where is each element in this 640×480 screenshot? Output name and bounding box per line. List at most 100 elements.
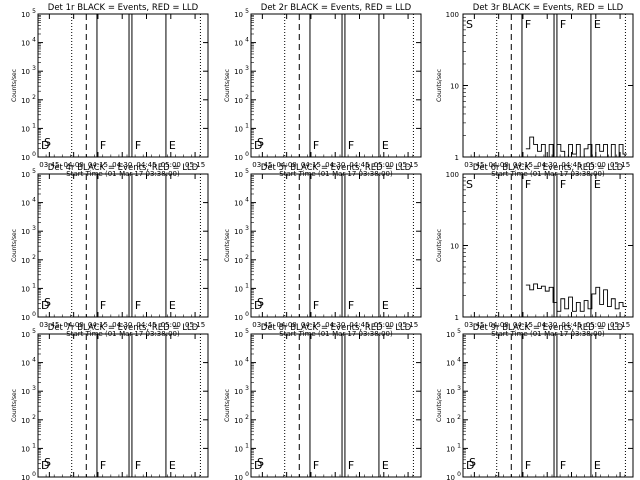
x-tick-label: 03:45 <box>464 321 484 329</box>
x-tick-label: 05:15 <box>398 161 418 169</box>
x-tick-label: 04:45 <box>136 321 156 329</box>
x-tick-label: 04:00 <box>64 161 84 169</box>
y-tick-label: 10 <box>234 200 243 208</box>
panel-title: Det 8r BLACK = Events, RED = LLD <box>261 323 412 333</box>
x-tick-label: 04:00 <box>64 321 84 329</box>
y-tick-exponent: 5 <box>32 168 36 175</box>
y-tick-exponent: 2 <box>457 414 461 421</box>
x-tick-label: 03:45 <box>39 161 59 169</box>
region-letter: F <box>525 178 531 191</box>
y-tick-label: 10 <box>21 331 30 339</box>
y-tick-exponent: 1 <box>32 442 36 449</box>
x-tick-label: 04:45 <box>561 161 581 169</box>
y-tick-exponent: 2 <box>245 254 249 261</box>
region-letter: F <box>100 459 106 472</box>
region-letter: S <box>466 178 473 191</box>
y-tick-exponent: 2 <box>245 94 249 101</box>
region-letter: D <box>254 139 262 152</box>
plot-frame <box>250 13 422 158</box>
y-tick-label: 10 <box>234 314 243 322</box>
y-tick-exponent: 0 <box>245 471 249 478</box>
panel-title: Det 9r BLACK = Events, RED = LLD <box>473 323 624 333</box>
x-tick-label: 04:45 <box>561 321 581 329</box>
y-tick-exponent: 4 <box>457 357 461 364</box>
y-tick-exponent: 5 <box>245 168 249 175</box>
x-tick-label: 05:15 <box>610 321 630 329</box>
region-letter: F <box>313 299 319 312</box>
y-tick-exponent: 0 <box>457 471 461 478</box>
y-tick-exponent: 1 <box>245 442 249 449</box>
region-letter: F <box>525 18 531 31</box>
x-tick-label: 05:15 <box>398 321 418 329</box>
x-tick-label: 05:00 <box>586 321 606 329</box>
region-letter: D <box>41 139 49 152</box>
y-tick-label: 10 <box>21 314 30 322</box>
y-tick-exponent: 1 <box>32 122 36 129</box>
region-letter-overlay: S <box>44 456 51 469</box>
events-series-line <box>525 283 627 312</box>
region-letter: F <box>135 459 141 472</box>
y-tick-label: 10 <box>21 97 30 105</box>
y-tick-exponent: 3 <box>245 385 249 392</box>
y-tick-exponent: 3 <box>245 225 249 232</box>
y-tick-label: 1 <box>455 154 459 162</box>
y-tick-exponent: 5 <box>32 8 36 15</box>
y-tick-exponent: 4 <box>245 37 249 44</box>
panel-title: Det 7r BLACK = Events, RED = LLD <box>48 323 199 333</box>
y-tick-label: 10 <box>234 285 243 293</box>
y-tick-label: 10 <box>234 40 243 48</box>
plot-frame <box>250 173 422 318</box>
y-tick-exponent: 2 <box>32 94 36 101</box>
region-letter: E <box>594 459 601 472</box>
x-tick-label: 05:00 <box>586 161 606 169</box>
x-tick-label: 04:00 <box>489 321 509 329</box>
y-tick-label: 10 <box>21 388 30 396</box>
x-tick-label: 05:00 <box>161 321 181 329</box>
region-letter-overlay: S <box>44 136 51 149</box>
y-tick-label: 10 <box>234 228 243 236</box>
y-tick-label: 10 <box>234 331 243 339</box>
y-tick-label: 10 <box>234 445 243 453</box>
x-tick-label: 04:15 <box>301 161 321 169</box>
panel-title: Det 2r BLACK = Events, RED = LLD <box>261 3 412 13</box>
y-tick-label: 10 <box>446 360 455 368</box>
y-tick-exponent: 0 <box>32 471 36 478</box>
region-letter-overlay: S <box>469 456 476 469</box>
y-tick-label: 10 <box>446 474 455 480</box>
region-letter: E <box>594 18 601 31</box>
y-tick-label: 1 <box>455 314 459 322</box>
x-tick-label: 04:30 <box>537 161 557 169</box>
y-tick-label: 100 <box>446 171 459 179</box>
plot-frame <box>462 333 634 478</box>
region-letter: F <box>348 139 354 152</box>
y-tick-exponent: 4 <box>32 37 36 44</box>
y-tick-label: 10 <box>21 474 30 480</box>
y-tick-label: 10 <box>21 68 30 76</box>
y-tick-label: 10 <box>450 83 459 91</box>
region-letter: D <box>41 459 49 472</box>
y-tick-label: 10 <box>450 243 459 251</box>
y-tick-label: 10 <box>234 125 243 133</box>
x-tick-label: 03:45 <box>39 321 59 329</box>
y-tick-exponent: 1 <box>457 442 461 449</box>
region-letter-overlay: S <box>257 296 264 309</box>
y-tick-exponent: 4 <box>32 197 36 204</box>
y-tick-label: 10 <box>446 388 455 396</box>
region-letter: E <box>169 299 176 312</box>
y-tick-label: 10 <box>21 200 30 208</box>
y-tick-label: 10 <box>446 445 455 453</box>
x-tick-label: 04:30 <box>112 321 132 329</box>
region-letter: D <box>254 459 262 472</box>
y-tick-exponent: 3 <box>32 225 36 232</box>
x-tick-label: 04:15 <box>301 321 321 329</box>
region-letter: E <box>382 299 389 312</box>
x-tick-label: 04:15 <box>513 161 533 169</box>
y-tick-exponent: 5 <box>32 328 36 335</box>
y-tick-exponent: 0 <box>32 151 36 158</box>
plot-frame <box>37 333 209 478</box>
x-tick-label: 04:30 <box>325 161 345 169</box>
